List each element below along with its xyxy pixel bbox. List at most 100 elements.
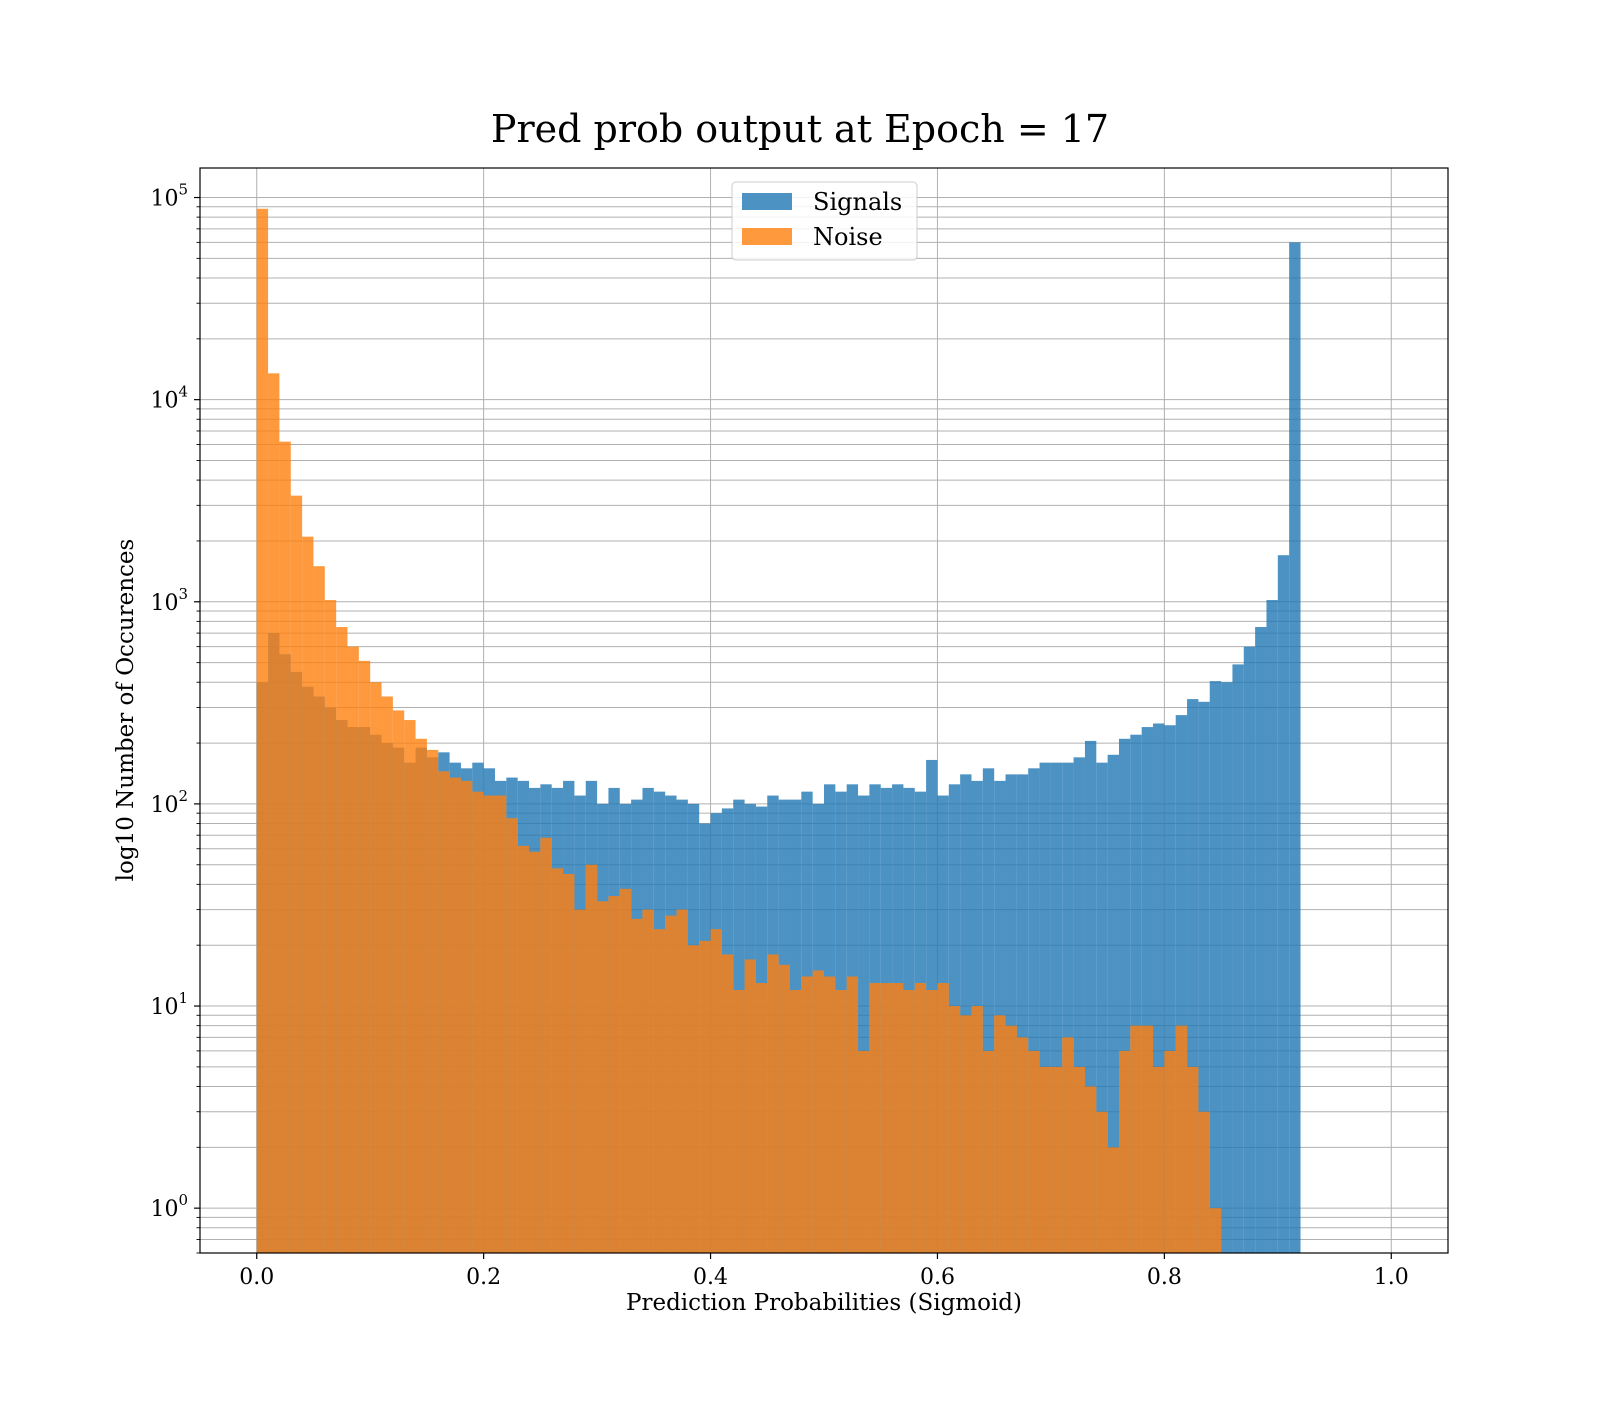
histogram-bar: [279, 441, 291, 1253]
histogram-bar: [1255, 627, 1267, 1253]
histogram-bar: [1039, 1066, 1051, 1253]
histogram-bar: [733, 990, 745, 1253]
histogram-bar: [960, 1015, 972, 1253]
histogram-bar: [506, 818, 518, 1253]
histogram-bar: [381, 696, 393, 1253]
histogram-bar: [1028, 1050, 1040, 1253]
histogram-bar: [971, 1006, 983, 1253]
histogram-bar: [404, 720, 416, 1253]
histogram-bar: [1118, 738, 1131, 1253]
histogram-bar: [1289, 242, 1301, 1254]
histogram-bar: [1107, 754, 1119, 1253]
histogram-bar: [540, 837, 552, 1253]
histogram-bar: [1198, 1111, 1210, 1253]
histogram-bar: [1073, 757, 1085, 1253]
histogram-bar: [1187, 1066, 1199, 1253]
histogram-bar: [994, 1015, 1006, 1253]
histogram-bar: [926, 990, 938, 1253]
histogram-bar: [665, 915, 677, 1253]
histogram-bar: [869, 983, 881, 1253]
histogram-bar: [1005, 774, 1017, 1253]
axes-layer: 0.0 0.2 0.4 0.6 0.8 1.0 100 101 102 103 104 105: [150, 181, 1408, 1290]
histogram-bar: [574, 909, 586, 1253]
histogram-bar: [426, 749, 439, 1253]
histogram-bar: [370, 682, 382, 1253]
histogram-bar: [858, 1050, 870, 1253]
histogram-bar: [460, 780, 473, 1253]
legend: Signals Noise: [731, 181, 918, 261]
x-tick-label: 0.8: [1147, 1265, 1182, 1290]
histogram-bar: [529, 851, 541, 1253]
histogram-bar: [1277, 555, 1290, 1253]
histogram-bar: [1028, 768, 1040, 1253]
histogram-bar: [268, 373, 280, 1253]
x-tick-label: 0.6: [920, 1265, 955, 1290]
y-tick-label: 100: [150, 1191, 188, 1222]
histogram-bar: [1073, 1066, 1085, 1253]
histogram-bar: [1209, 1208, 1222, 1253]
y-axis-label: log10 Number of Occurences: [113, 539, 139, 882]
histogram-bar: [1016, 774, 1029, 1253]
histogram-bar: [1153, 1066, 1165, 1253]
histogram-bar: [892, 983, 904, 1253]
histogram-bar: [1153, 723, 1165, 1253]
histogram-bar: [1198, 701, 1210, 1253]
histogram-bar: [982, 1050, 995, 1253]
histogram-bar: [1164, 725, 1176, 1253]
histogram-bar: [937, 983, 949, 1253]
histogram-bar: [472, 791, 484, 1253]
histogram-bar: [687, 945, 700, 1253]
histogram-bar: [585, 864, 598, 1253]
histogram-bar: [1232, 664, 1244, 1253]
y-tick-label: 105: [150, 181, 188, 212]
histogram-bar: [960, 774, 972, 1253]
y-tick-label: 101: [150, 989, 188, 1020]
histogram-bar: [1096, 1111, 1108, 1253]
y-tick-label: 102: [150, 787, 188, 818]
x-tick-label: 0.4: [693, 1265, 728, 1290]
histogram-bar: [619, 888, 632, 1253]
histogram-bar: [358, 660, 371, 1253]
histogram-bar: [415, 738, 427, 1253]
histogram-bar: [914, 983, 927, 1253]
histogram-bar: [744, 959, 756, 1253]
histogram-bar: [1141, 1025, 1154, 1253]
histogram-bar: [551, 868, 564, 1253]
x-tick-label: 1.0: [1374, 1265, 1409, 1290]
histogram-bar: [653, 929, 666, 1253]
histogram-bar: [1130, 734, 1142, 1253]
histogram-bar: [778, 964, 790, 1253]
legend-label-signals: Signals: [813, 188, 902, 216]
histogram-bar: [1107, 1147, 1119, 1253]
histogram-bar: [1084, 1086, 1097, 1253]
histogram-bar: [347, 646, 359, 1253]
histogram-bar: [846, 976, 859, 1253]
histogram-bar: [982, 768, 995, 1253]
x-tick-label: 0.0: [239, 1265, 274, 1290]
histogram-bar: [1050, 1066, 1063, 1253]
histogram-bar: [789, 990, 802, 1253]
histogram-bar: [801, 976, 813, 1253]
histogram-bar: [608, 896, 620, 1253]
histogram-bar: [835, 990, 847, 1253]
histogram-bar: [1266, 600, 1278, 1253]
histogram-bar: [812, 970, 824, 1253]
histogram-bar: [483, 795, 495, 1253]
histogram-bar: [597, 901, 609, 1253]
histogram-bar: [903, 990, 915, 1253]
legend-swatch-signals: [742, 193, 792, 210]
histogram-bar: [824, 976, 836, 1253]
histogram-bar: [1096, 762, 1108, 1253]
histogram-bar: [1130, 1025, 1142, 1253]
bars-layer: [256, 208, 1301, 1254]
histogram-bar: [631, 918, 643, 1253]
histogram-bar: [1243, 646, 1256, 1253]
histogram-bar: [563, 874, 575, 1253]
histogram-bar: [1039, 762, 1051, 1253]
histogram-bar: [449, 777, 461, 1253]
legend-label-noise: Noise: [813, 223, 883, 251]
histogram-bar: [290, 495, 303, 1253]
histogram-bar: [1050, 762, 1063, 1253]
